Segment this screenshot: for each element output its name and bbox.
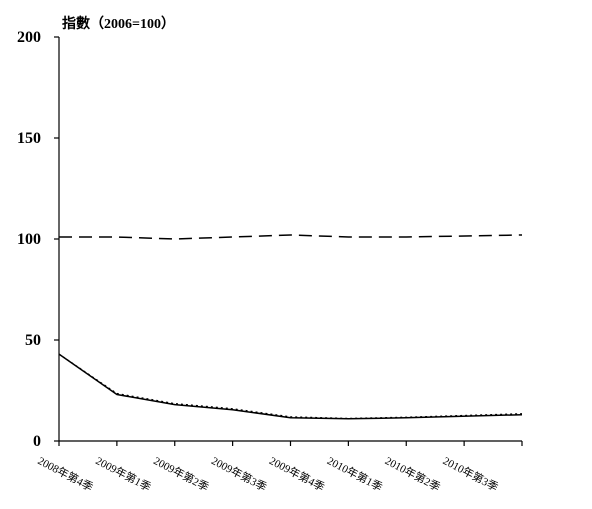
y-ticks: 0 50 100 150 200 xyxy=(17,29,59,450)
series-lines xyxy=(58,234,523,420)
series-line-2 xyxy=(58,353,523,420)
x-tick-label: 2009年第3季 xyxy=(209,453,269,494)
x-tick-label: 2010年第3季 xyxy=(441,453,501,494)
y-tick-label: 0 xyxy=(33,433,41,450)
x-tick-label: 2009年第1季 xyxy=(93,453,153,494)
x-tick-label: 2010年第2季 xyxy=(383,453,443,494)
y-tick-label: 100 xyxy=(17,231,41,248)
y-tick-label: 150 xyxy=(17,130,41,147)
y-axis-label: 指數（2006=100） xyxy=(62,15,175,32)
series-line-3 xyxy=(58,353,523,419)
x-tick-label: 2008年第4季 xyxy=(36,453,96,494)
x-tick-label: 2010年第1季 xyxy=(325,453,385,494)
x-tick-label: 2009年第4季 xyxy=(267,453,327,494)
y-tick-label: 50 xyxy=(25,332,41,349)
y-tick-label: 200 xyxy=(17,29,41,46)
x-tick-label: 2009年第2季 xyxy=(151,453,211,494)
series-line-1 xyxy=(59,234,523,240)
x-ticks: 2008年第4季2009年第1季2009年第2季2009年第3季2009年第4季… xyxy=(36,441,523,494)
